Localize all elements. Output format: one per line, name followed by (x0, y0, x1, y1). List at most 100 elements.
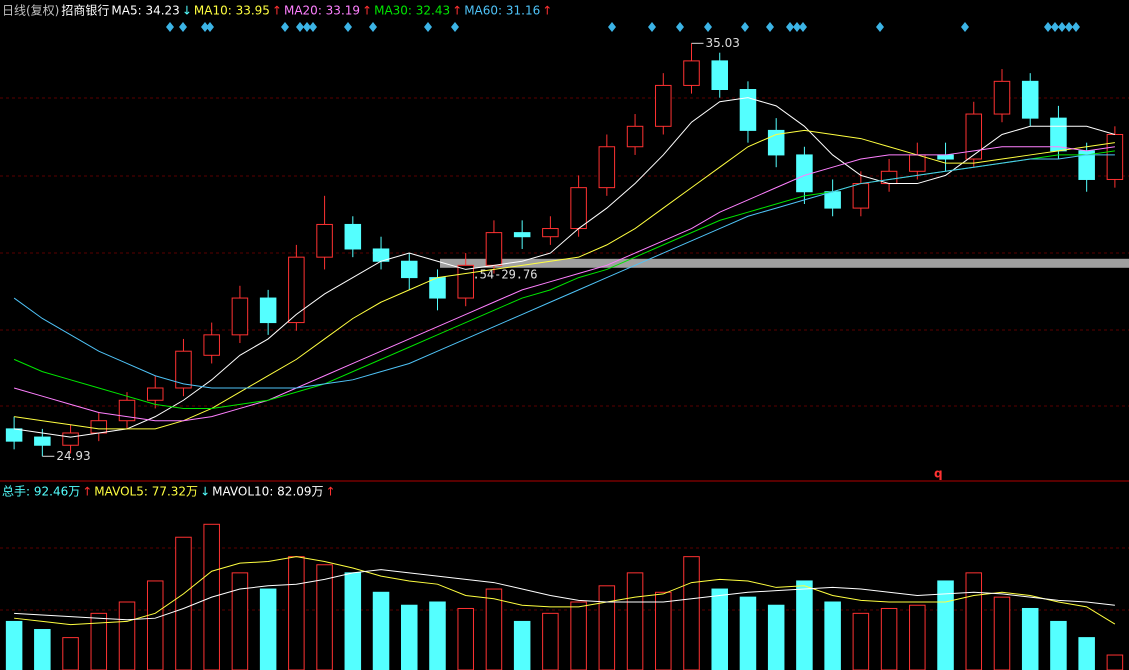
candle-body (62, 432, 79, 446)
signal-icon (741, 22, 749, 32)
candle-body (513, 232, 531, 238)
signal-icon (799, 22, 807, 32)
volume-bar (5, 620, 23, 670)
signal-icon (876, 22, 884, 32)
volume-bar (1106, 654, 1124, 670)
candle-body (231, 297, 249, 336)
mavol-line (14, 569, 1115, 621)
candle-body (429, 277, 446, 299)
ma-line (14, 129, 1115, 430)
signal-icon (648, 22, 656, 32)
header-text: ↑ (542, 4, 552, 18)
candle-body (683, 60, 700, 86)
signal-icon (166, 22, 174, 32)
signal-icon (281, 22, 289, 32)
header-text: MA30: 32.43 (374, 4, 450, 18)
candle-body (175, 350, 192, 389)
signal-icon (766, 22, 774, 32)
header-text: ↑ (82, 485, 92, 499)
volume-bar (683, 556, 700, 670)
price-band (440, 258, 1129, 268)
signal-icon (676, 22, 684, 32)
low-label: 24.93 (56, 449, 90, 463)
signal-icon (786, 22, 794, 32)
volume-bar (457, 607, 474, 670)
header-text: MA5: 34.23 (111, 4, 179, 18)
mavol-line (14, 556, 1116, 626)
candle-body (1050, 117, 1067, 152)
candle-body (598, 146, 616, 189)
header-text: 总手: 92.46万 (2, 485, 80, 499)
signal-icon (179, 22, 187, 32)
signal-icon (201, 22, 209, 32)
volume-bar (711, 588, 728, 670)
volume-bar (542, 612, 559, 670)
signal-icon (704, 22, 712, 32)
volume-bar (965, 572, 983, 670)
volume-bar (401, 604, 418, 670)
volume-bar (852, 612, 870, 670)
signal-icon (608, 22, 616, 32)
candle-body (401, 260, 418, 279)
volume-bar (909, 604, 926, 670)
volume-bar (824, 601, 841, 670)
signal-icon (961, 22, 969, 32)
header-text: MA10: 33.95 (194, 4, 270, 18)
volume-bar (655, 591, 672, 670)
candle-body (824, 191, 841, 209)
volume-bar (1078, 637, 1095, 670)
header-text: MA20: 33.19 (284, 4, 360, 18)
signal-icon (309, 22, 317, 32)
candle-body (993, 80, 1011, 115)
candle-body (203, 334, 220, 356)
header-text: ↓ (200, 485, 210, 499)
signal-icon (793, 22, 801, 32)
ma-line (13, 154, 1115, 389)
header-text: ↑ (326, 485, 336, 499)
signal-icon (369, 22, 377, 32)
volume-bar (570, 601, 587, 670)
candle-body (570, 187, 587, 230)
header-text: MA60: 31.16 (464, 4, 540, 18)
volume-bar (513, 620, 531, 670)
candle-body (1106, 133, 1124, 180)
signal-icon (206, 22, 214, 32)
candle-body (711, 60, 728, 91)
volume-bar (231, 572, 249, 670)
signal-icon (1072, 22, 1080, 32)
header-text: 日线(复权) (2, 4, 59, 18)
candle-body (146, 387, 164, 401)
volume-bar (796, 580, 813, 670)
volume-bar (259, 588, 277, 670)
signal-icon (424, 22, 432, 32)
volume-bar (767, 604, 785, 670)
ma-line (14, 97, 1116, 438)
candle-body (937, 154, 954, 160)
volume-bar (344, 572, 362, 670)
candle-body (852, 183, 870, 209)
candle-body (909, 154, 926, 172)
signal-icon (451, 22, 459, 32)
candle-body (485, 232, 503, 266)
candle-body (739, 89, 757, 131)
signal-icon (344, 22, 352, 32)
volume-bar (598, 585, 616, 670)
volume-bar (90, 612, 108, 670)
volume-bar (316, 564, 333, 670)
candle-body (965, 113, 983, 160)
volume-bar (34, 629, 51, 670)
signal-icon (296, 22, 304, 32)
header-text: ↑ (272, 4, 282, 18)
candle-body (34, 436, 51, 446)
marker-label: q (934, 467, 943, 481)
volume-bar (175, 536, 192, 670)
volume-bar (288, 556, 305, 670)
candle-body (542, 228, 559, 238)
volume-bar (739, 596, 757, 670)
volume-bar (146, 580, 164, 670)
signal-icon (1051, 22, 1059, 32)
header-text: ↑ (362, 4, 372, 18)
signal-icon (303, 22, 311, 32)
volume-bar (626, 572, 644, 670)
header-text: ↑ (452, 4, 462, 18)
